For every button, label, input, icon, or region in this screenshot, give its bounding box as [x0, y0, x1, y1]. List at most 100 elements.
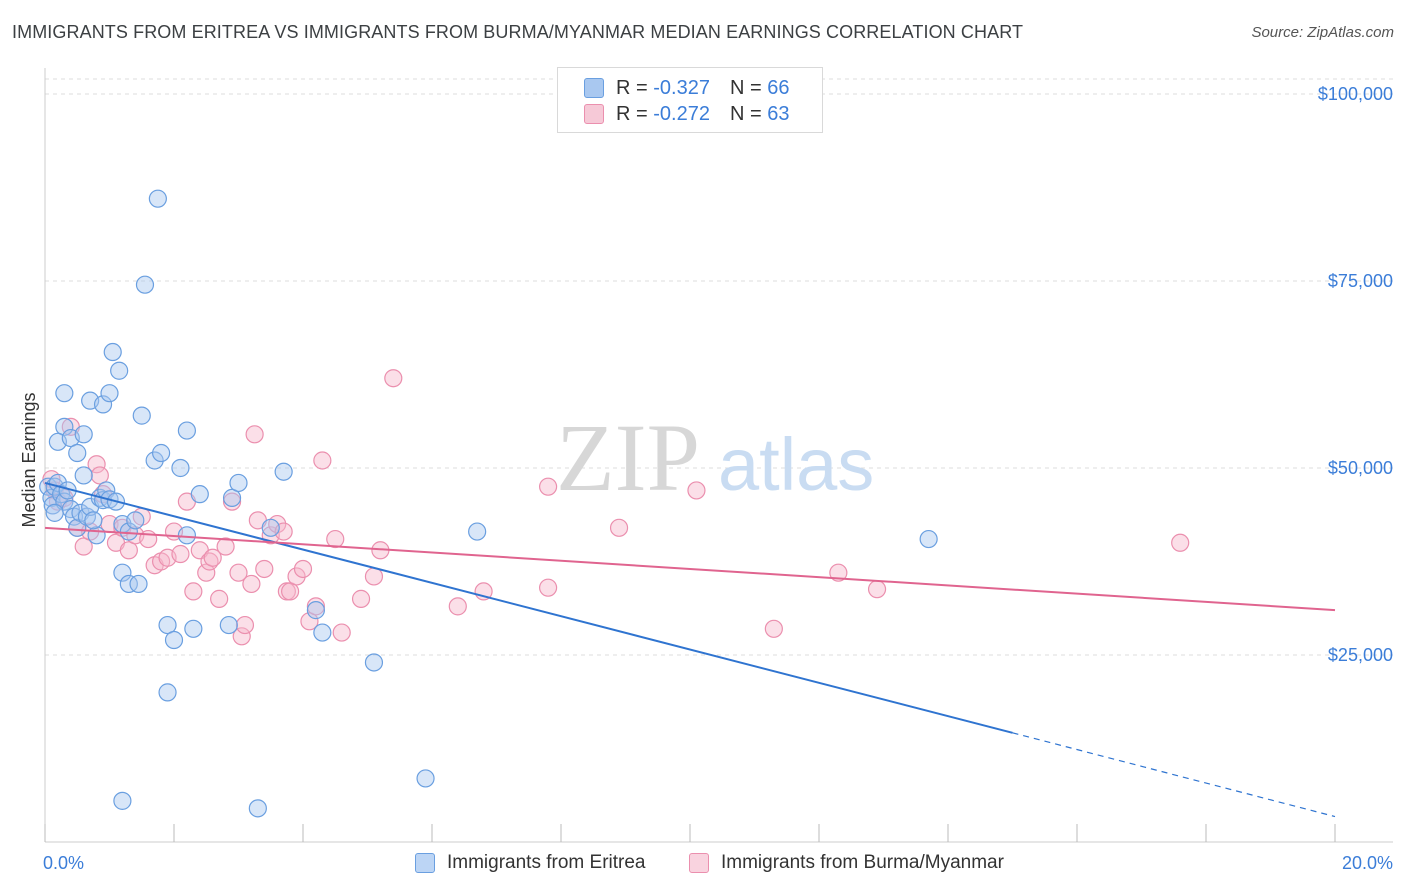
- eritrea-point: [158, 615, 177, 635]
- eritrea-point: [158, 683, 177, 702]
- eritrea-point: [119, 574, 138, 594]
- eritrea-point: [119, 522, 138, 541]
- burma-point: [210, 589, 229, 608]
- eritrea-trend-line: [44, 481, 1013, 734]
- legend-row-eritrea: R = -0.327 N = 66: [584, 76, 789, 100]
- eritrea-point: [87, 526, 106, 545]
- burma-point: [255, 559, 274, 579]
- burma-point: [197, 563, 216, 582]
- legend-r-value: -0.327: [653, 76, 710, 99]
- burma-point: [229, 563, 248, 582]
- burma-point: [867, 580, 887, 599]
- eritrea-point: [148, 189, 167, 208]
- eritrea-point: [313, 623, 332, 642]
- eritrea-point: [45, 503, 64, 522]
- burma-point: [300, 612, 319, 631]
- legend-r-label: R =: [616, 102, 648, 125]
- eritrea-point: [132, 406, 151, 425]
- burma-point: [687, 481, 706, 500]
- burma-point: [313, 451, 332, 470]
- grid-lines: [45, 78, 1393, 656]
- legend-n-value: 66: [767, 76, 790, 99]
- eritrea-point: [55, 417, 74, 436]
- legend-swatch-eritrea: [584, 78, 604, 98]
- burma-point: [351, 589, 371, 608]
- eritrea-point: [364, 653, 384, 672]
- eritrea-point: [190, 485, 209, 504]
- burma-point: [829, 563, 848, 582]
- burma-point: [609, 518, 629, 537]
- burma-point: [184, 582, 203, 601]
- x-tick-label: 0.0%: [43, 853, 84, 873]
- bottom-legend-label-eritrea: Immigrants from Eritrea: [447, 852, 646, 873]
- eritrea-point: [177, 526, 196, 545]
- eritrea-point: [103, 342, 122, 362]
- burma-point: [242, 574, 261, 594]
- legend-n-value: 63: [767, 102, 790, 125]
- burma-point: [281, 582, 300, 601]
- bottom-legend-label-burma: Immigrants from Burma/Myanmar: [721, 852, 1004, 873]
- eritrea-point: [416, 769, 435, 788]
- eritrea-point: [55, 384, 74, 403]
- x-tick-label: 20.0%: [1342, 853, 1393, 873]
- burma-point: [364, 567, 384, 586]
- burma-point: [293, 559, 313, 579]
- source-credit: Source: ZipAtlas.com: [1251, 24, 1394, 41]
- eritrea-point: [74, 425, 93, 444]
- burma-point: [326, 529, 345, 549]
- chart-title: IMMIGRANTS FROM ERITREA VS IMMIGRANTS FR…: [12, 22, 1024, 42]
- burma-point: [74, 537, 93, 556]
- bottom-legend-burma: Immigrants from Burma/Myanmar: [689, 849, 1004, 877]
- burma-point: [448, 597, 467, 616]
- y-tick-label: $75,000: [1328, 271, 1393, 291]
- burma-point: [1171, 533, 1190, 552]
- watermark: ZIP atlas: [556, 404, 874, 511]
- eritrea-point: [274, 462, 293, 481]
- burma-point: [538, 477, 558, 496]
- bottom-legend-swatch-eritrea: [415, 853, 435, 873]
- eritrea-point: [229, 473, 248, 493]
- legend-swatch-burma: [584, 104, 604, 124]
- eritrea-point: [152, 443, 171, 463]
- burma-point: [332, 623, 351, 642]
- tick-labels: $25,000 $50,000 $75,000 $100,000 0.0% 20.0%: [43, 84, 1393, 873]
- legend-n-label: N =: [729, 76, 762, 99]
- eritrea-point: [113, 563, 132, 582]
- legend-r-value: -0.272: [653, 102, 710, 125]
- eritrea-point: [93, 395, 113, 414]
- trend-lines: [44, 481, 1336, 818]
- bottom-legend-swatch-burma: [689, 853, 709, 873]
- eritrea-point: [261, 518, 280, 537]
- eritrea-point: [177, 421, 196, 440]
- y-axis-title: Median Earnings: [19, 392, 39, 527]
- eritrea-point: [164, 630, 184, 650]
- legend-n-label: N =: [729, 102, 762, 125]
- eritrea-point: [84, 511, 103, 530]
- burma-point: [119, 541, 138, 560]
- burma-trend-line: [44, 526, 1336, 612]
- eritrea-point: [135, 275, 155, 294]
- eritrea-point: [222, 488, 242, 508]
- eritrea-point: [126, 511, 145, 530]
- burma-point: [87, 455, 106, 474]
- eritrea-point: [74, 466, 93, 485]
- eritrea-point: [919, 529, 938, 549]
- legend-row-burma: R = -0.272 N = 63: [584, 102, 789, 126]
- eritrea-point: [184, 619, 203, 638]
- axes: [44, 68, 1393, 843]
- y-tick-label: $25,000: [1328, 645, 1393, 665]
- eritrea-point: [306, 601, 325, 620]
- eritrea-point: [68, 443, 87, 463]
- eritrea-trend-extension: [1012, 732, 1336, 818]
- y-tick-label: $50,000: [1328, 458, 1393, 478]
- burma-point: [232, 627, 251, 646]
- burma-point: [216, 537, 235, 556]
- eritrea-point: [219, 615, 238, 635]
- burma-point: [538, 578, 558, 597]
- burma-point: [171, 544, 190, 564]
- burma-point: [203, 548, 222, 567]
- watermark-atlas: atlas: [718, 423, 874, 506]
- eritrea-point: [171, 458, 190, 478]
- burma-point: [235, 615, 255, 635]
